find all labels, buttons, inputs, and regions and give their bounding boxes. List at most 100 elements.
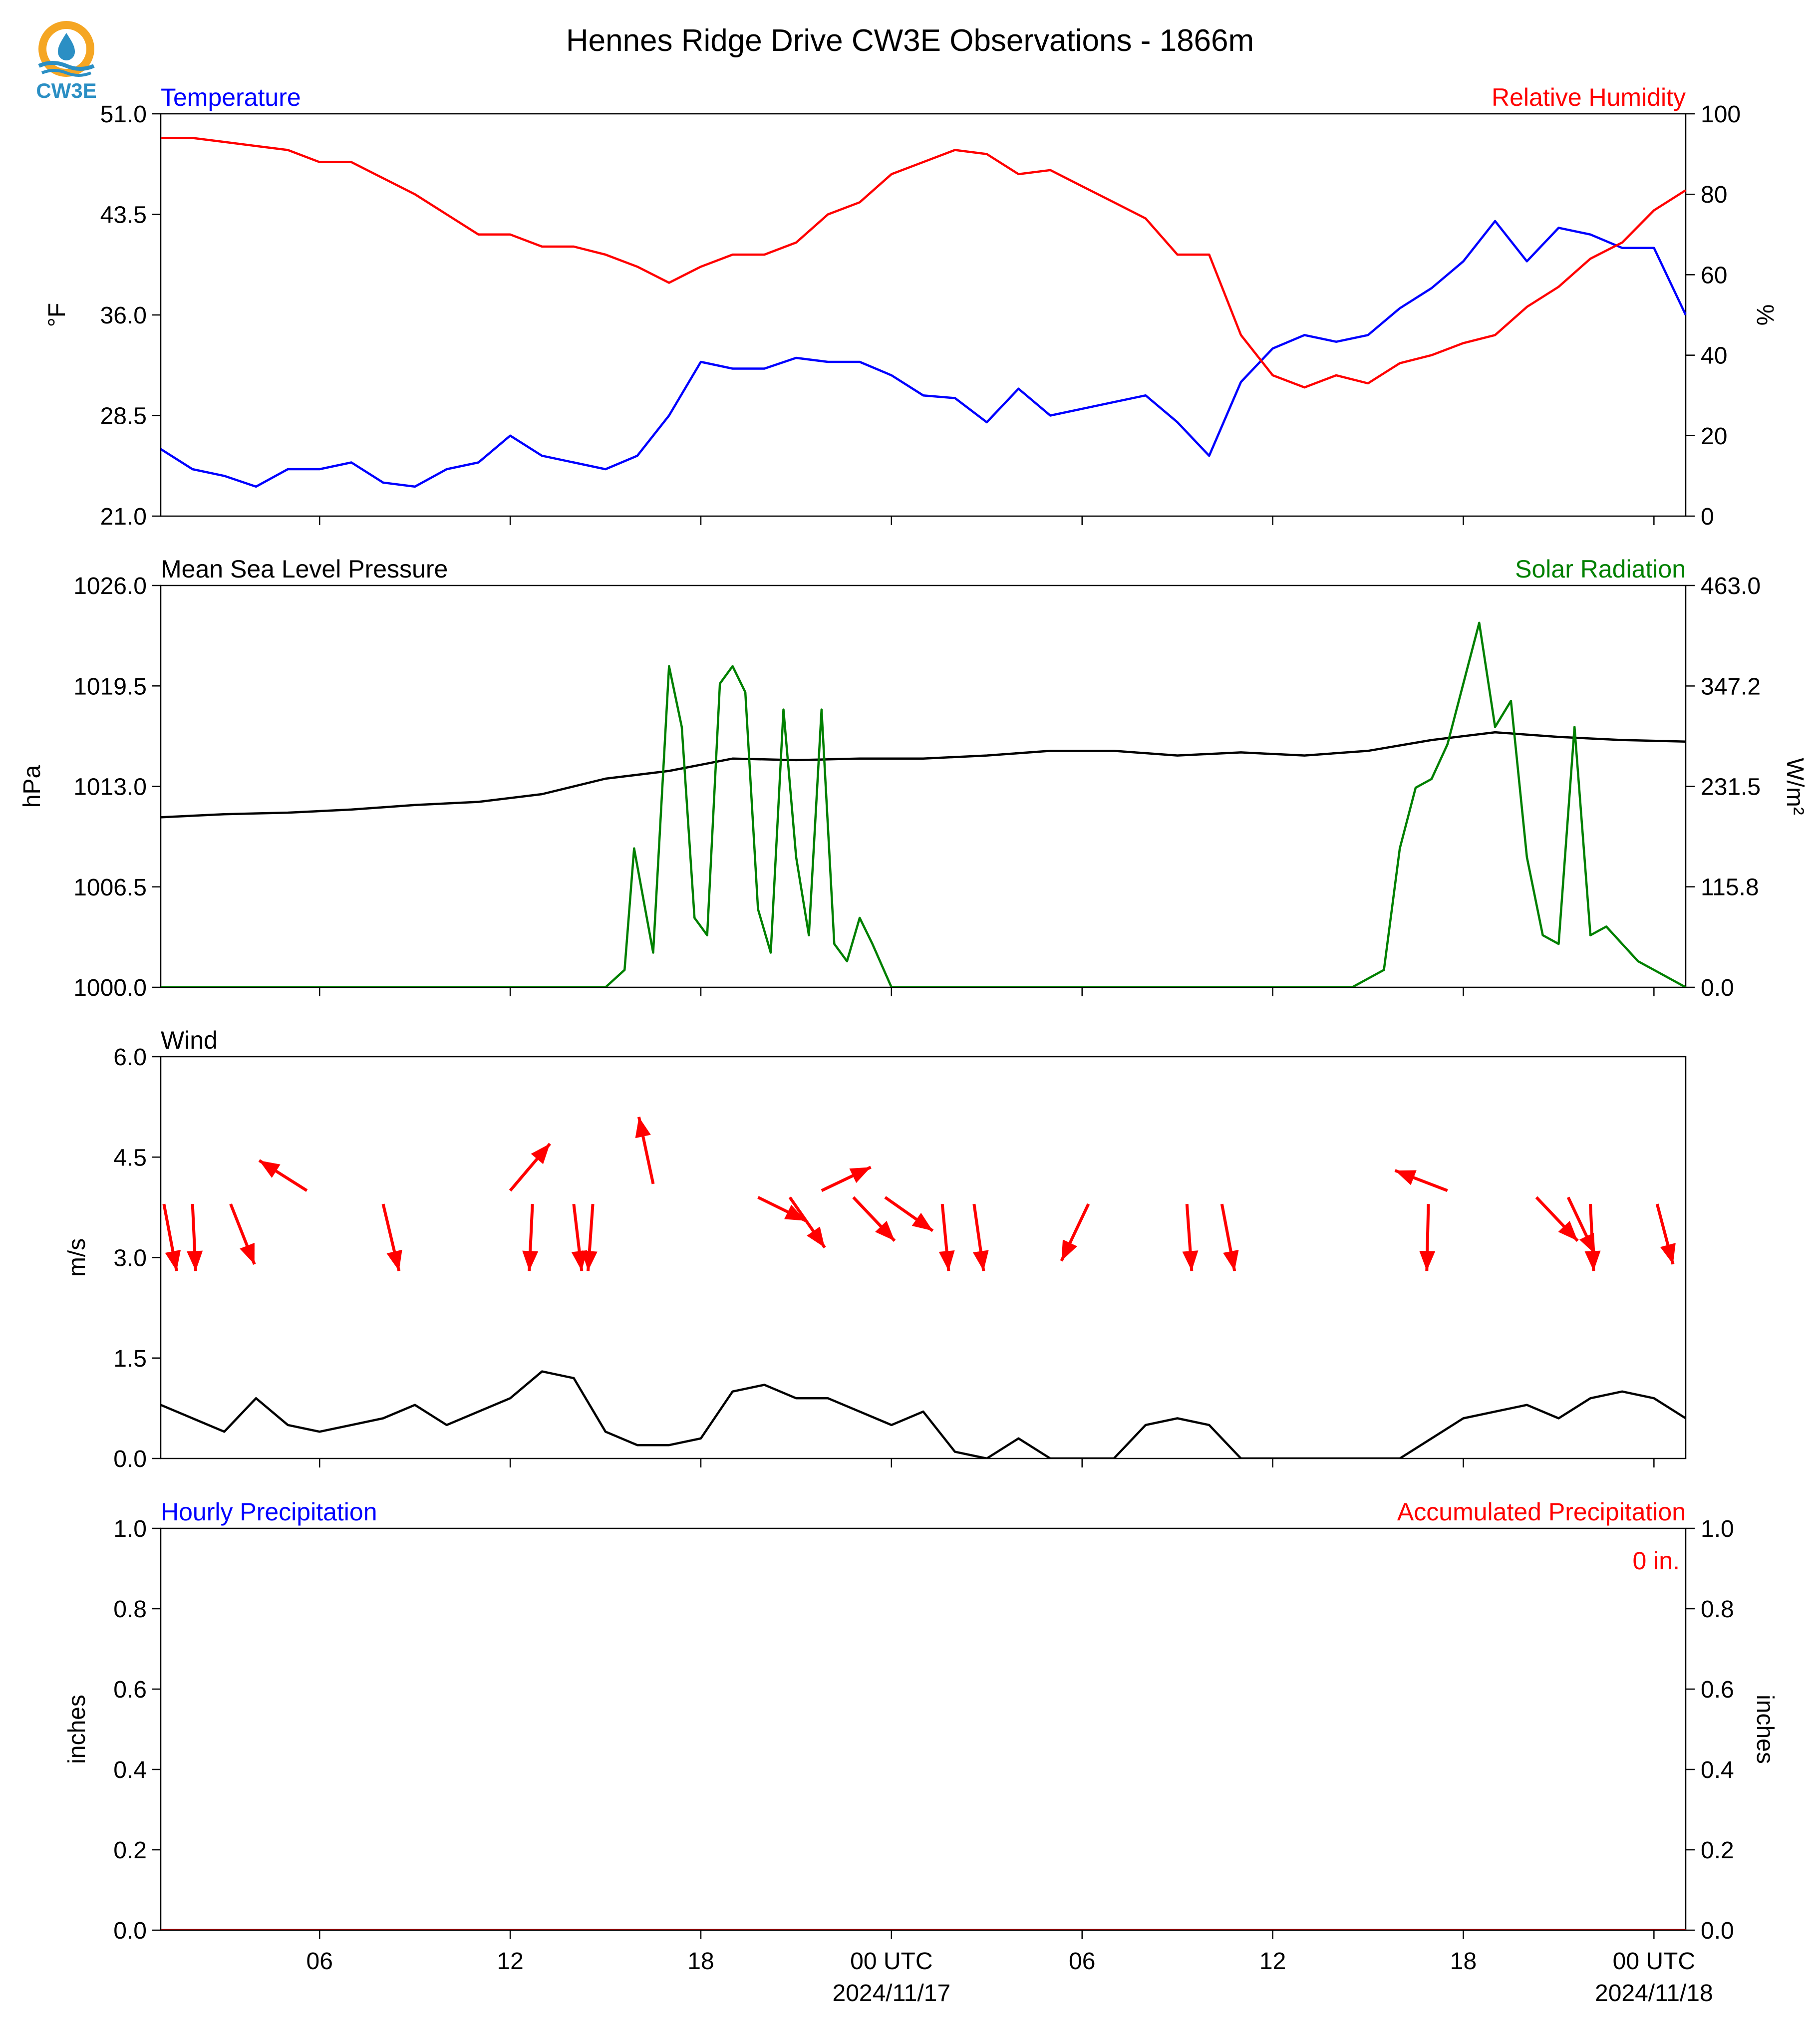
y2-tick-label: 0.4 (1701, 1757, 1734, 1783)
y2-tick-label: 0.0 (1701, 1918, 1734, 1944)
plot-frame (160, 113, 1687, 517)
y2-tick-label: 347.2 (1701, 673, 1761, 700)
logo-drop-icon (58, 33, 75, 60)
y-tick-label: 1026.0 (73, 573, 147, 599)
panel-right-title: Solar Radiation (1515, 555, 1686, 583)
panel-3: Wind 0.0 1.5 3.0 4.5 6.0 m/s (64, 1026, 1687, 1472)
y2-tick-label: 231.5 (1701, 774, 1761, 801)
y-tick-label: 6.0 (113, 1044, 147, 1071)
y-tick-label: 1019.5 (73, 673, 147, 700)
plot-frame (160, 584, 1687, 988)
logo-wave-icon (38, 61, 95, 71)
x-tick-label: 12 (1259, 1948, 1286, 1975)
series-line-1 (161, 220, 1686, 488)
y-tick-label: 0.0 (113, 1446, 147, 1472)
x-tick-label: 00 UTC (850, 1948, 932, 1975)
y-tick-label: 1006.5 (73, 874, 147, 901)
cw3e-logo: CW3E (29, 18, 104, 103)
panel-left-title: Mean Sea Level Pressure (161, 555, 448, 583)
wind-arrow-head (187, 1250, 203, 1271)
series-line-1 (161, 731, 1686, 819)
wind-arrow-head (972, 1250, 989, 1271)
plot-frame (160, 1527, 1687, 1931)
x-tick-label: 06 (306, 1948, 333, 1975)
wind-arrow-head (911, 1212, 933, 1231)
y-tick-label: 1.5 (113, 1346, 147, 1372)
y-tick-label: 28.5 (100, 403, 147, 430)
y-axis-label: °F (44, 303, 70, 327)
series-line-2 (161, 621, 1686, 987)
y2-tick-label: 1.0 (1701, 1516, 1734, 1542)
y-tick-label: 0.6 (113, 1677, 147, 1703)
wind-arrow-head (259, 1160, 281, 1178)
y2-axis-label: inches (1752, 1695, 1778, 1764)
y-tick-label: 1.0 (113, 1516, 147, 1542)
y-axis-label: m/s (64, 1238, 90, 1277)
x-tick-label: 18 (687, 1948, 714, 1975)
x-tick-label: 12 (497, 1948, 523, 1975)
y-axis-label: inches (64, 1695, 90, 1764)
panel-4: Hourly Precipitation Accumulated Precipit… (64, 1498, 1778, 1944)
wind-arrow-head (531, 1144, 550, 1164)
y2-tick-label: 0 (1701, 504, 1714, 530)
wind-arrow-head (522, 1250, 539, 1271)
wind-arrow-head (1182, 1250, 1199, 1271)
y2-tick-label: 463.0 (1701, 573, 1761, 599)
series-line-1 (161, 1370, 1686, 1458)
y-tick-label: 1000.0 (73, 975, 147, 1001)
x-tick-label: 00 UTC (1613, 1948, 1695, 1975)
y2-tick-label: 0.2 (1701, 1837, 1734, 1864)
y-tick-label: 36.0 (100, 302, 147, 329)
x-tick-label: 18 (1450, 1948, 1477, 1975)
wind-arrow-head (635, 1117, 651, 1139)
y-tick-label: 51.0 (100, 101, 147, 128)
y-tick-label: 0.4 (113, 1757, 147, 1783)
wind-arrow-head (1223, 1250, 1239, 1271)
plot-frame (160, 1056, 1687, 1459)
wind-arrow-head (386, 1249, 402, 1271)
y-tick-label: 4.5 (113, 1145, 147, 1171)
y-axis-label: hPa (19, 765, 45, 808)
y-tick-label: 0.2 (113, 1837, 147, 1864)
wind-arrow-head (849, 1167, 871, 1183)
y-tick-label: 21.0 (100, 504, 147, 530)
y-tick-label: 0.0 (113, 1918, 147, 1944)
logo-text: CW3E (36, 79, 96, 102)
series-line-2 (161, 137, 1686, 389)
y2-tick-label: 20 (1701, 423, 1727, 450)
y2-axis-label: % (1752, 304, 1778, 326)
wind-arrow-head (1584, 1250, 1601, 1271)
panel-1: Temperature Relative Humidity 21.0 28.5 36.0… (44, 83, 1778, 530)
panel-left-title: Wind (161, 1026, 218, 1054)
x-date-label: 2024/11/17 (833, 1980, 951, 2007)
y2-tick-label: 40 (1701, 343, 1727, 369)
wind-arrow-head (1061, 1239, 1077, 1261)
x-tick-label: 06 (1069, 1948, 1095, 1975)
y-tick-label: 3.0 (113, 1245, 147, 1272)
x-date-label: 2024/11/18 (1595, 1980, 1713, 2007)
panel-left-title: Temperature (161, 83, 301, 111)
wind-arrow-head (1395, 1170, 1417, 1185)
y2-axis-label: W/m² (1782, 758, 1808, 815)
wind-arrow-head (1419, 1250, 1436, 1271)
wind-arrow-head (1660, 1243, 1676, 1264)
y-tick-label: 0.8 (113, 1596, 147, 1623)
chart-title: Hennes Ridge Drive CW3E Observations - 1… (566, 23, 1254, 58)
panel-left-title: Hourly Precipitation (161, 1498, 377, 1526)
y-tick-label: 1013.0 (73, 774, 147, 801)
y2-tick-label: 60 (1701, 262, 1727, 289)
y2-tick-label: 115.8 (1701, 874, 1759, 901)
y2-tick-label: 100 (1701, 101, 1741, 128)
wind-arrow-head (240, 1242, 255, 1264)
y2-tick-label: 0.6 (1701, 1677, 1734, 1703)
wind-arrow-head (581, 1250, 598, 1271)
wind-arrow-head (165, 1250, 181, 1271)
wind-arrow-head (938, 1250, 955, 1271)
panel-right-title: Relative Humidity (1492, 83, 1686, 111)
wind-arrows (162, 1117, 1676, 1272)
accumulated-total-label: 0 in. (1632, 1547, 1680, 1575)
panel-2: Mean Sea Level Pressure Solar Radiation 10… (19, 555, 1808, 1001)
panel-right-title: Accumulated Precipitation (1397, 1498, 1686, 1526)
y2-tick-label: 0.0 (1701, 975, 1734, 1001)
